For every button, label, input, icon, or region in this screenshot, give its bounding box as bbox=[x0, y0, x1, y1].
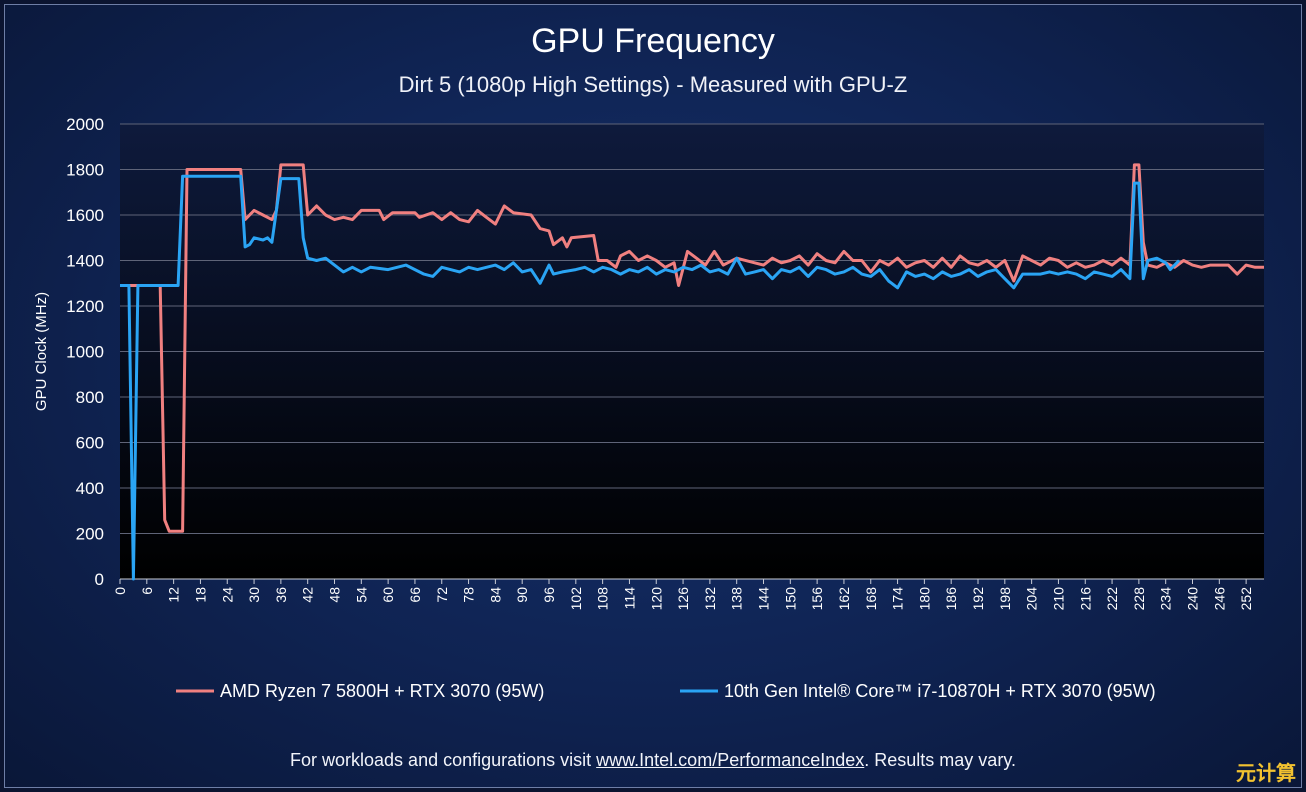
x-tick-label: 54 bbox=[353, 587, 369, 603]
x-tick-label: 42 bbox=[300, 587, 316, 603]
x-tick-label: 234 bbox=[1158, 587, 1174, 611]
x-tick-label: 180 bbox=[916, 587, 932, 611]
x-tick-label: 216 bbox=[1077, 587, 1093, 611]
y-axis-label: GPU Clock (MHz) bbox=[33, 292, 50, 411]
x-tick-label: 48 bbox=[327, 587, 343, 603]
x-tick-label: 246 bbox=[1211, 587, 1227, 611]
chart-subtitle: Dirt 5 (1080p High Settings) - Measured … bbox=[398, 72, 908, 97]
y-tick-label: 1000 bbox=[66, 343, 104, 362]
x-tick-label: 66 bbox=[407, 587, 423, 603]
x-tick-label: 102 bbox=[568, 587, 584, 611]
y-tick-label: 800 bbox=[76, 388, 104, 407]
y-tick-label: 400 bbox=[76, 479, 104, 498]
y-tick-label: 600 bbox=[76, 434, 104, 453]
x-tick-label: 222 bbox=[1104, 587, 1120, 611]
x-tick-label: 210 bbox=[1050, 587, 1066, 611]
x-tick-label: 138 bbox=[729, 587, 745, 611]
x-tick-label: 0 bbox=[112, 587, 128, 595]
footer-prefix: For workloads and configurations visit bbox=[290, 750, 597, 770]
x-tick-label: 198 bbox=[997, 587, 1013, 611]
x-tick-label: 72 bbox=[434, 587, 450, 603]
y-tick-label: 2000 bbox=[66, 115, 104, 134]
y-tick-label: 0 bbox=[95, 570, 104, 589]
x-tick-label: 204 bbox=[1024, 587, 1040, 611]
x-tick-label: 108 bbox=[595, 587, 611, 611]
legend: AMD Ryzen 7 5800H + RTX 3070 (95W) 10th G… bbox=[176, 681, 1156, 701]
x-tick-label: 60 bbox=[380, 587, 396, 603]
x-tick-label: 18 bbox=[192, 587, 208, 603]
x-tick-label: 96 bbox=[541, 587, 557, 603]
y-tick-label: 200 bbox=[76, 525, 104, 544]
performance-index-link[interactable]: www.Intel.com/PerformanceIndex bbox=[596, 750, 865, 770]
y-tick-label: 1800 bbox=[66, 161, 104, 180]
series-line-1 bbox=[120, 163, 1264, 533]
x-tick-label: 144 bbox=[756, 587, 772, 611]
x-tick-label: 126 bbox=[675, 587, 691, 611]
legend-label-2: 10th Gen Intel® Core™ i7-10870H + RTX 30… bbox=[724, 681, 1156, 701]
x-tick-label: 168 bbox=[863, 587, 879, 611]
x-tick-label: 36 bbox=[273, 587, 289, 603]
series-lines bbox=[120, 163, 1264, 581]
y-tick-label: 1600 bbox=[66, 206, 104, 225]
x-tick-label: 228 bbox=[1131, 587, 1147, 611]
x-tick-label: 150 bbox=[782, 587, 798, 611]
y-tick-label: 1200 bbox=[66, 297, 104, 316]
x-tick-label: 84 bbox=[487, 587, 503, 603]
x-tick-label: 120 bbox=[648, 587, 664, 611]
x-tick-label: 162 bbox=[836, 587, 852, 611]
x-tick-label: 132 bbox=[702, 587, 718, 611]
x-tick-label: 114 bbox=[621, 587, 637, 610]
footer-note: For workloads and configurations visit w… bbox=[0, 750, 1306, 771]
chart-title: GPU Frequency bbox=[531, 22, 775, 60]
x-tick-label: 174 bbox=[890, 587, 906, 611]
x-tick-label: 252 bbox=[1238, 587, 1254, 611]
x-tick-label: 90 bbox=[514, 587, 530, 603]
x-tick-label: 240 bbox=[1185, 587, 1201, 611]
x-tick-label: 186 bbox=[943, 587, 959, 611]
footer-suffix: . Results may vary. bbox=[864, 750, 1016, 770]
axes: 0 200 400 600 800 1000 1200 1400 1600 1800 2000 0 6 1… bbox=[66, 115, 1264, 610]
x-tick-label: 6 bbox=[139, 587, 155, 595]
x-tick-label: 24 bbox=[219, 587, 235, 603]
x-tick-label: 192 bbox=[970, 587, 986, 611]
legend-label-1: AMD Ryzen 7 5800H + RTX 3070 (95W) bbox=[220, 681, 544, 701]
series-line-2 bbox=[120, 174, 1181, 581]
x-tick-label: 78 bbox=[461, 587, 477, 603]
x-tick-label: 12 bbox=[166, 587, 182, 603]
watermark: 元计算 bbox=[1236, 763, 1296, 785]
x-tick-label: 156 bbox=[809, 587, 825, 611]
y-tick-label: 1400 bbox=[66, 252, 104, 271]
x-tick-label: 30 bbox=[246, 587, 262, 603]
